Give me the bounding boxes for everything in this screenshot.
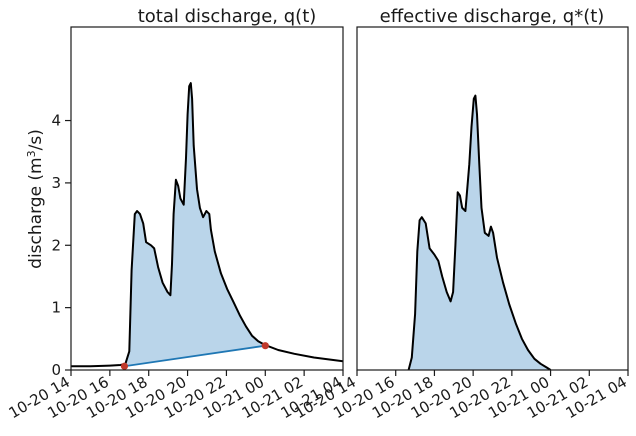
y-axis-label-sup: 3 bbox=[25, 150, 38, 157]
y-tick-label: 4 bbox=[51, 112, 61, 130]
y-tick-label: 1 bbox=[51, 299, 61, 317]
baseline-line bbox=[124, 344, 266, 368]
panel-title-left: total discharge, q(t) bbox=[138, 6, 317, 27]
y-tick-label: 2 bbox=[51, 236, 61, 254]
panel-title-right: effective discharge, q*(t) bbox=[380, 6, 605, 27]
axes-frame-right bbox=[356, 26, 629, 371]
y-axis-label-main: discharge (m bbox=[26, 157, 46, 268]
area-fill-right bbox=[408, 95, 551, 370]
baseline-end-marker bbox=[261, 342, 269, 350]
y-tick-label: 0 bbox=[51, 361, 61, 379]
baseline-start-marker bbox=[120, 362, 129, 370]
y-axis-label-tail: /s) bbox=[26, 129, 46, 150]
panel-effective-discharge: effective discharge, q*(t) 10-20 1410-20… bbox=[292, 6, 630, 422]
series-group-right bbox=[407, 94, 552, 370]
axes-frame-left bbox=[70, 26, 344, 371]
series-group-left bbox=[71, 82, 343, 368]
y-tick-label: 3 bbox=[51, 174, 61, 192]
y-axis-label: discharge (m3/s) bbox=[25, 129, 47, 269]
discharge-line-left bbox=[71, 82, 343, 368]
discharge-line-right bbox=[407, 94, 552, 370]
